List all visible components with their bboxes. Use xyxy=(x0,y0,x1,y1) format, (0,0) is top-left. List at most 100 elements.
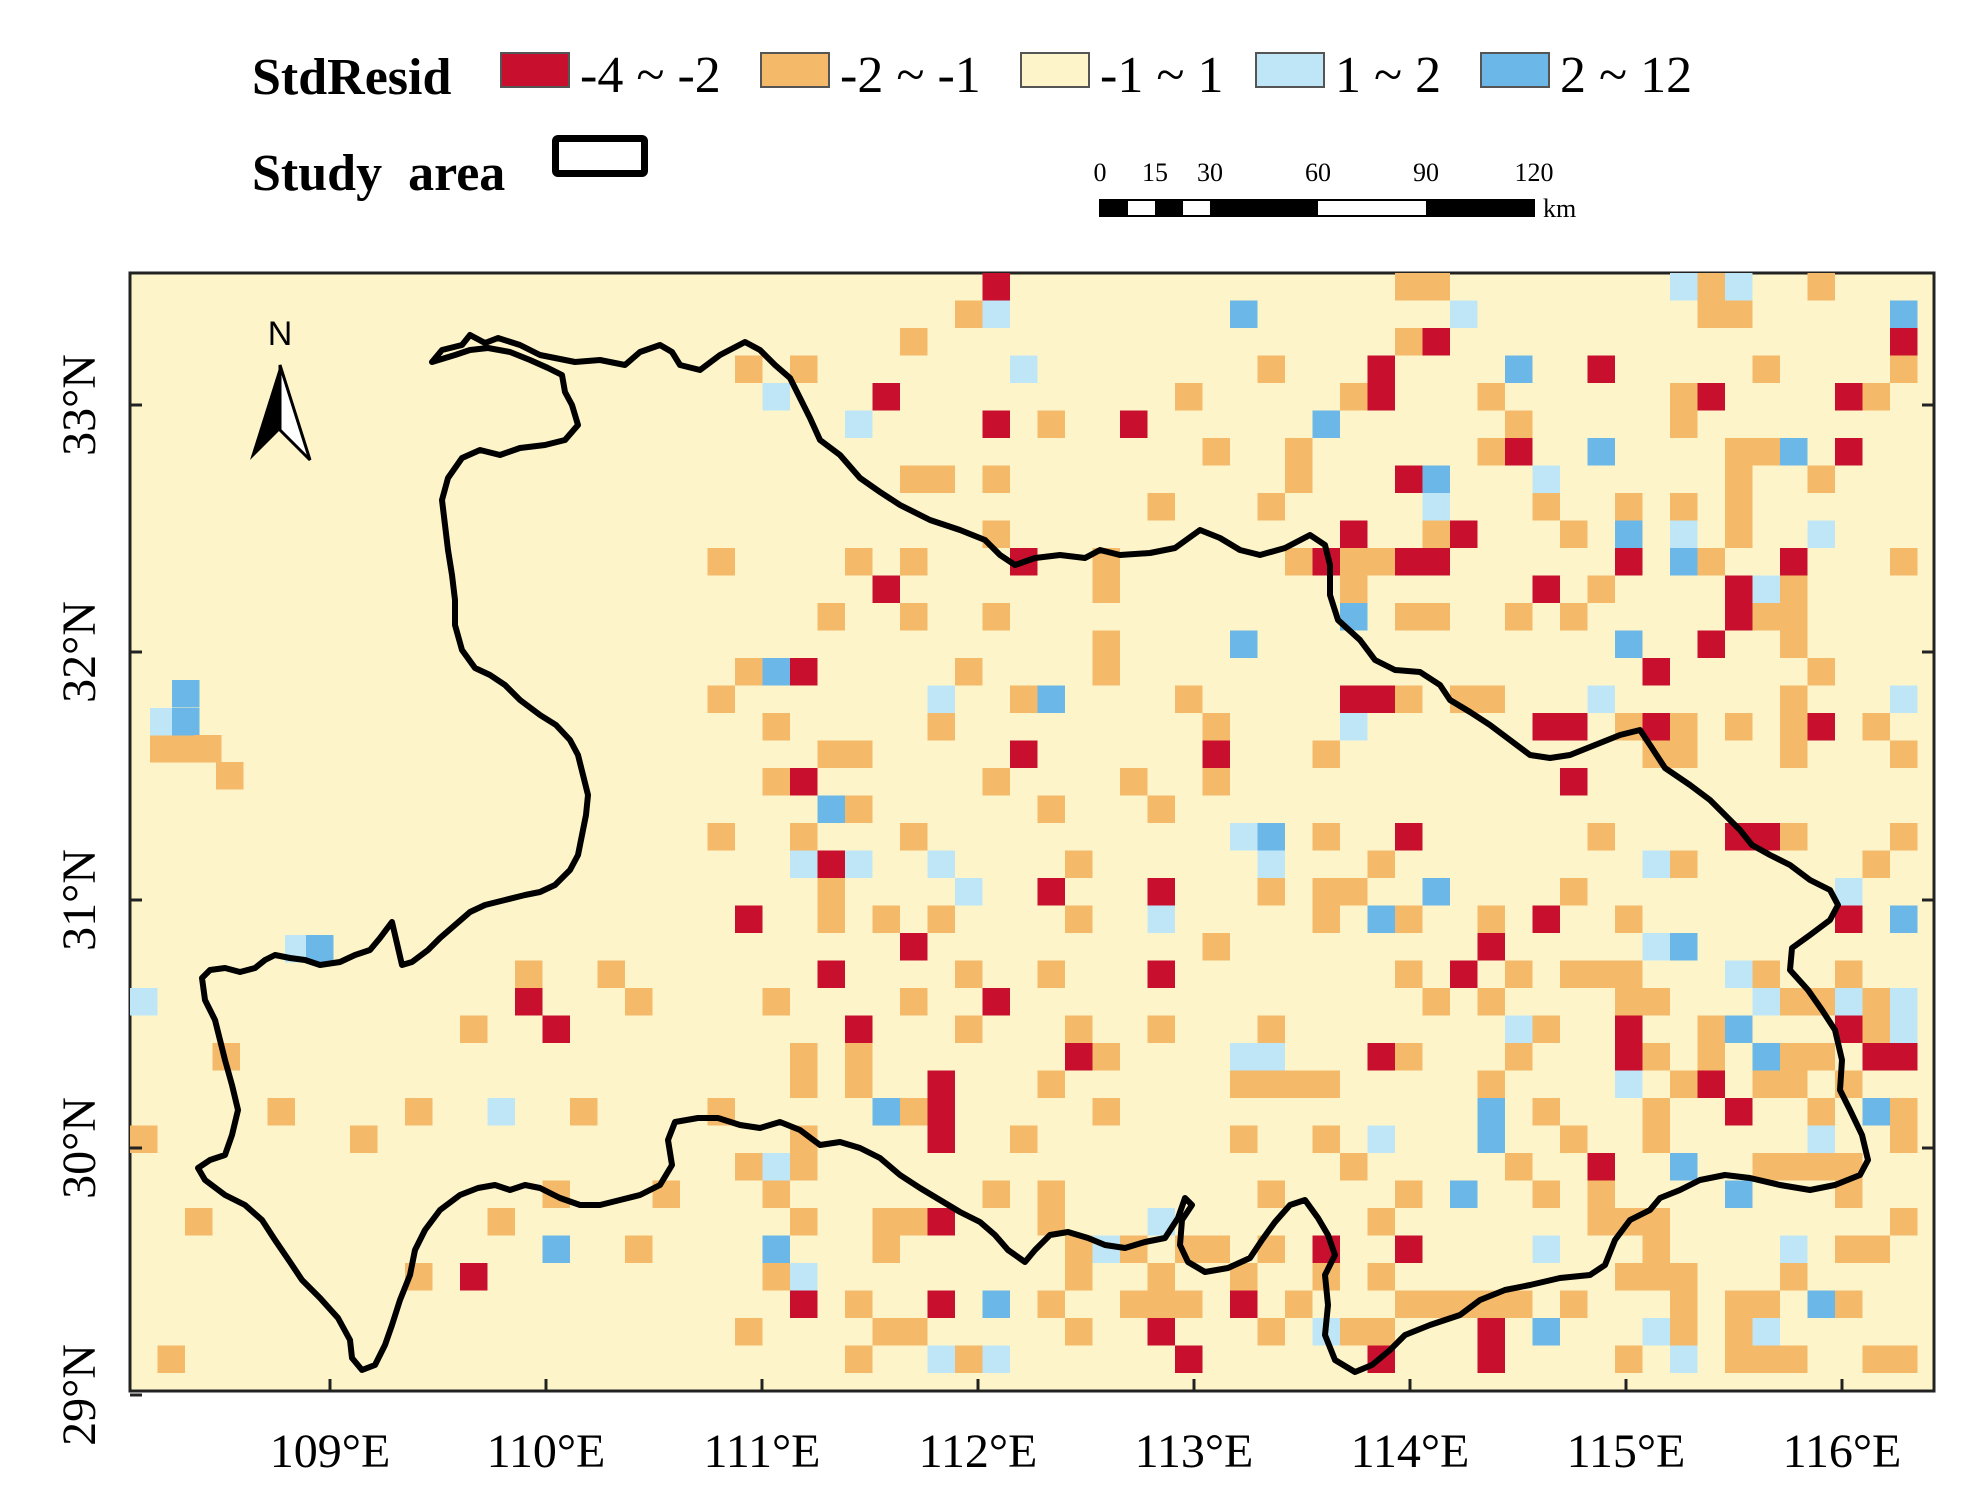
residual-cell xyxy=(762,1263,790,1291)
residual-cell xyxy=(1505,1153,1533,1181)
residual-cell xyxy=(1780,685,1808,713)
residual-cell xyxy=(790,1070,818,1098)
residual-cell xyxy=(1422,878,1450,906)
residual-cell xyxy=(900,465,928,493)
residual-cell xyxy=(1037,960,1065,988)
residual-cell xyxy=(955,1015,983,1043)
residual-cell xyxy=(1065,905,1093,933)
residual-cell xyxy=(707,823,735,851)
residual-cell xyxy=(927,1208,955,1236)
residual-cell xyxy=(306,935,334,963)
residual-cell xyxy=(845,850,873,878)
residual-cell xyxy=(1752,960,1780,988)
residual-cell xyxy=(1147,795,1175,823)
residual-cell xyxy=(1752,988,1780,1016)
residual-cell xyxy=(1257,1180,1285,1208)
residual-cell xyxy=(1670,1290,1698,1318)
residual-cell xyxy=(790,1208,818,1236)
residual-cell xyxy=(1532,1235,1560,1263)
scale-label-60: 60 xyxy=(1305,158,1331,187)
residual-cell xyxy=(982,1180,1010,1208)
residual-cell xyxy=(350,1125,378,1153)
residual-cell xyxy=(1285,1070,1313,1098)
residual-cell xyxy=(1670,383,1698,411)
residual-cell xyxy=(1560,1290,1588,1318)
x-tick-111: 111°E xyxy=(703,1425,821,1478)
residual-cell xyxy=(817,878,845,906)
north-arrow-label: N xyxy=(268,315,293,353)
residual-cell xyxy=(927,1125,955,1153)
scale-label-30: 30 xyxy=(1197,158,1223,187)
residual-cell xyxy=(927,465,955,493)
residual-cell xyxy=(1340,548,1368,576)
residual-cell xyxy=(1560,520,1588,548)
residual-cell xyxy=(460,1015,488,1043)
residual-cell xyxy=(900,823,928,851)
residual-cell xyxy=(845,1345,873,1373)
residual-cell xyxy=(1312,905,1340,933)
residual-cell xyxy=(597,960,625,988)
residual-cell xyxy=(1312,1070,1340,1098)
residual-cell xyxy=(982,988,1010,1016)
residual-cell xyxy=(1670,1070,1698,1098)
residual-cell xyxy=(735,1318,763,1346)
residual-cell xyxy=(1642,1043,1670,1071)
legend-label-neg4-neg2: -4 ~ -2 xyxy=(580,47,721,104)
residual-cell xyxy=(762,713,790,741)
residual-cell xyxy=(790,1263,818,1291)
residual-cell xyxy=(1202,740,1230,768)
residual-cell xyxy=(1367,685,1395,713)
residual-cell xyxy=(1752,1070,1780,1098)
residual-cell xyxy=(1725,1098,1753,1126)
residual-cell xyxy=(1890,355,1918,383)
residual-cell xyxy=(1010,740,1038,768)
residual-cell xyxy=(1780,603,1808,631)
residual-cell xyxy=(1037,878,1065,906)
residual-cell xyxy=(1835,960,1863,988)
residual-cell xyxy=(872,575,900,603)
residual-cell xyxy=(625,988,653,1016)
residual-cell xyxy=(1532,1180,1560,1208)
residual-cell xyxy=(1780,575,1808,603)
residual-cell xyxy=(1367,1125,1395,1153)
residual-cell xyxy=(1395,548,1423,576)
residual-cell xyxy=(845,795,873,823)
residual-cell xyxy=(1257,1070,1285,1098)
residual-cell xyxy=(982,768,1010,796)
residual-cell xyxy=(1615,493,1643,521)
legend-label-1-2: 1 ~ 2 xyxy=(1335,47,1442,104)
residual-cell xyxy=(735,1153,763,1181)
residual-cell xyxy=(542,1235,570,1263)
residual-cell xyxy=(1422,273,1450,301)
residual-cell xyxy=(1257,850,1285,878)
residual-cell xyxy=(1835,905,1863,933)
residual-cell xyxy=(1890,905,1918,933)
residual-cell xyxy=(790,658,818,686)
residual-cell xyxy=(1615,1070,1643,1098)
residual-cell xyxy=(1725,1015,1753,1043)
residual-cell xyxy=(1147,905,1175,933)
scale-label-120: 120 xyxy=(1514,158,1554,187)
residual-cell xyxy=(1147,878,1175,906)
residual-cell xyxy=(1587,685,1615,713)
residual-cell xyxy=(1587,355,1615,383)
residual-cell xyxy=(1147,1290,1175,1318)
residual-cell xyxy=(1890,1043,1918,1071)
residual-cell xyxy=(1092,1043,1120,1071)
residual-cell xyxy=(1807,1290,1835,1318)
residual-cell xyxy=(487,1098,515,1126)
residual-cell xyxy=(1477,438,1505,466)
residual-cell xyxy=(1422,988,1450,1016)
residual-cell xyxy=(172,708,200,736)
residual-cell xyxy=(1697,1043,1725,1071)
residual-cell xyxy=(1367,1263,1395,1291)
residual-cell xyxy=(707,685,735,713)
residual-cell xyxy=(955,658,983,686)
residual-cell xyxy=(1780,630,1808,658)
residual-cell xyxy=(1642,1235,1670,1263)
residual-cell xyxy=(1092,658,1120,686)
residual-cell xyxy=(982,300,1010,328)
residual-cell xyxy=(1725,493,1753,521)
residual-cell xyxy=(1807,273,1835,301)
residual-cell xyxy=(1312,823,1340,851)
